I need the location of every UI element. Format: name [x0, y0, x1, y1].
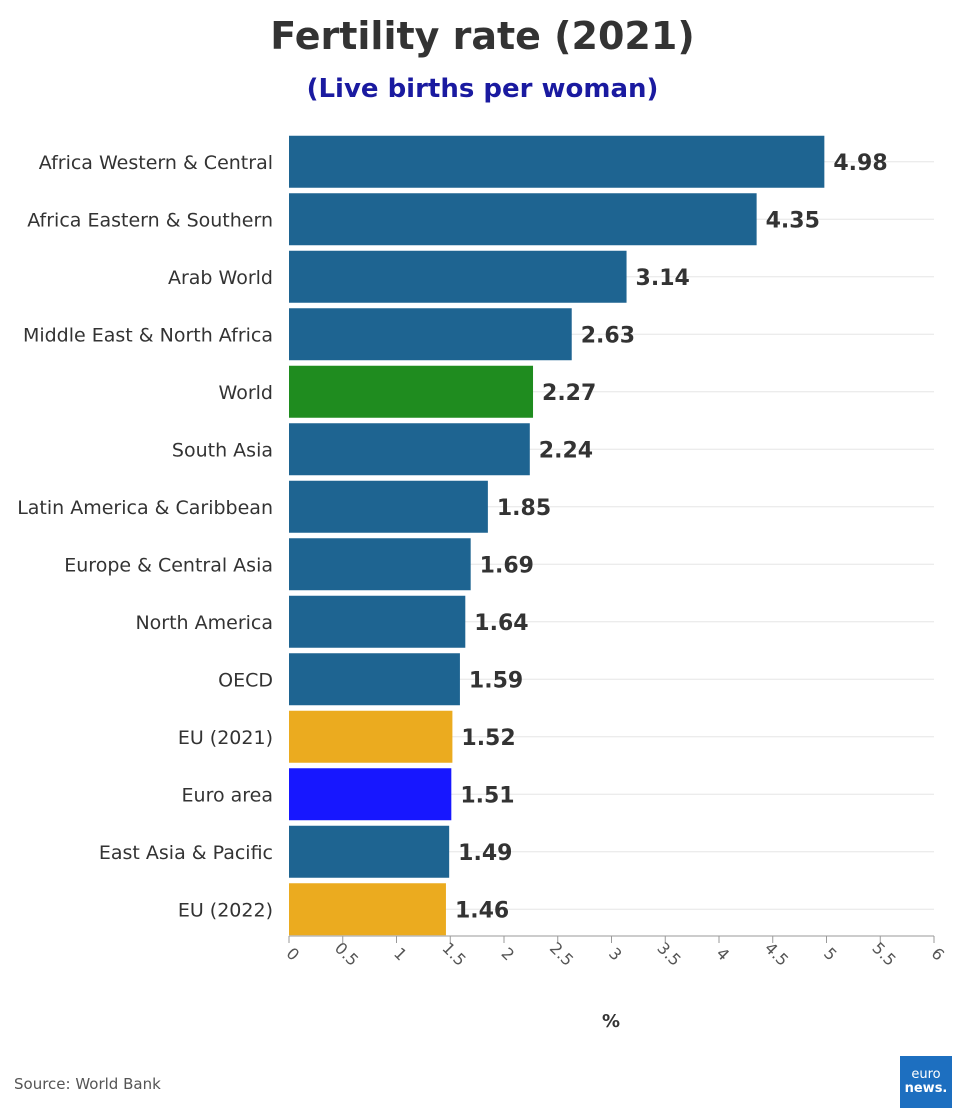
category-label: Middle East & North Africa	[23, 324, 273, 346]
logo-text-top: euro	[911, 1067, 941, 1082]
chart-subtitle: (Live births per woman)	[306, 74, 659, 104]
bar	[289, 193, 757, 246]
value-label: 4.35	[766, 208, 820, 233]
x-tick-label: 0	[283, 944, 304, 965]
value-label: 2.24	[539, 438, 593, 463]
source-note: Source: World Bank	[14, 1075, 161, 1093]
bars-group	[289, 135, 825, 936]
value-label: 3.14	[636, 266, 690, 291]
x-tick-label: 1.5	[438, 938, 469, 969]
category-label: Latin America & Caribbean	[17, 497, 273, 519]
bar-chart: Africa Western & Central Africa Eastern &…	[17, 135, 949, 1032]
chart-title: Fertility rate (2021)	[270, 14, 695, 58]
euronews-logo: euro news.	[900, 1056, 952, 1108]
value-label: 2.27	[542, 381, 596, 406]
value-label: 1.49	[458, 841, 512, 866]
x-tick-label: 3.5	[653, 938, 684, 969]
bar	[289, 480, 488, 533]
x-tick-label: 5.5	[868, 938, 899, 969]
value-label: 4.98	[833, 151, 887, 176]
x-tick-label: 4	[713, 944, 734, 965]
category-label: EU (2022)	[178, 899, 273, 921]
bar	[289, 250, 627, 303]
value-label: 1.51	[460, 783, 514, 808]
x-tick-label: 2.5	[546, 938, 577, 969]
bar	[289, 710, 453, 763]
category-label: North America	[135, 612, 273, 634]
category-label: World	[219, 382, 273, 404]
value-label: 2.63	[581, 323, 635, 348]
category-labels: Africa Western & Central Africa Eastern &…	[17, 152, 273, 922]
x-tick-label: 0.5	[331, 938, 362, 969]
category-label: Africa Eastern & Southern	[27, 209, 273, 231]
x-tick-label: 2	[498, 944, 519, 965]
value-label: 1.85	[497, 496, 551, 521]
value-label: 1.59	[469, 668, 523, 693]
logo-text-bottom: news.	[904, 1081, 948, 1096]
x-tick-label: 1	[390, 944, 411, 965]
category-label: South Asia	[172, 439, 273, 461]
value-label: 1.52	[461, 726, 515, 751]
x-axis-label: %	[602, 1011, 620, 1032]
category-label: Arab World	[168, 267, 273, 289]
bar	[289, 135, 825, 188]
category-label: EU (2021)	[178, 727, 273, 749]
bar	[289, 538, 471, 591]
category-label: Europe & Central Asia	[64, 554, 273, 576]
value-label: 1.69	[480, 553, 534, 578]
x-tick-label: 4.5	[761, 938, 792, 969]
category-label: Africa Western & Central	[39, 152, 273, 174]
value-label: 1.46	[455, 898, 509, 923]
bar	[289, 595, 466, 648]
bar	[289, 825, 450, 878]
bar	[289, 308, 572, 361]
x-tick-label: 3	[605, 944, 626, 965]
bar	[289, 883, 446, 936]
x-tick-label: 5	[820, 944, 841, 965]
bar	[289, 653, 460, 706]
category-label: OECD	[218, 669, 273, 691]
category-label: East Asia & Pacific	[99, 842, 273, 864]
x-axis: 0 0.5 1 1.5 2 2.5 3 3.5 4 4.5 5 5.5 6	[283, 935, 949, 970]
value-labels: 4.98 4.35 3.14 2.63 2.27 2.24 1.85 1.69 1.64 1.59…	[455, 151, 888, 924]
bar	[289, 423, 530, 476]
category-label: Euro area	[182, 784, 273, 806]
value-label: 1.64	[474, 611, 528, 636]
bar	[289, 365, 534, 418]
x-tick-label: 6	[928, 944, 949, 965]
bar	[289, 768, 452, 821]
